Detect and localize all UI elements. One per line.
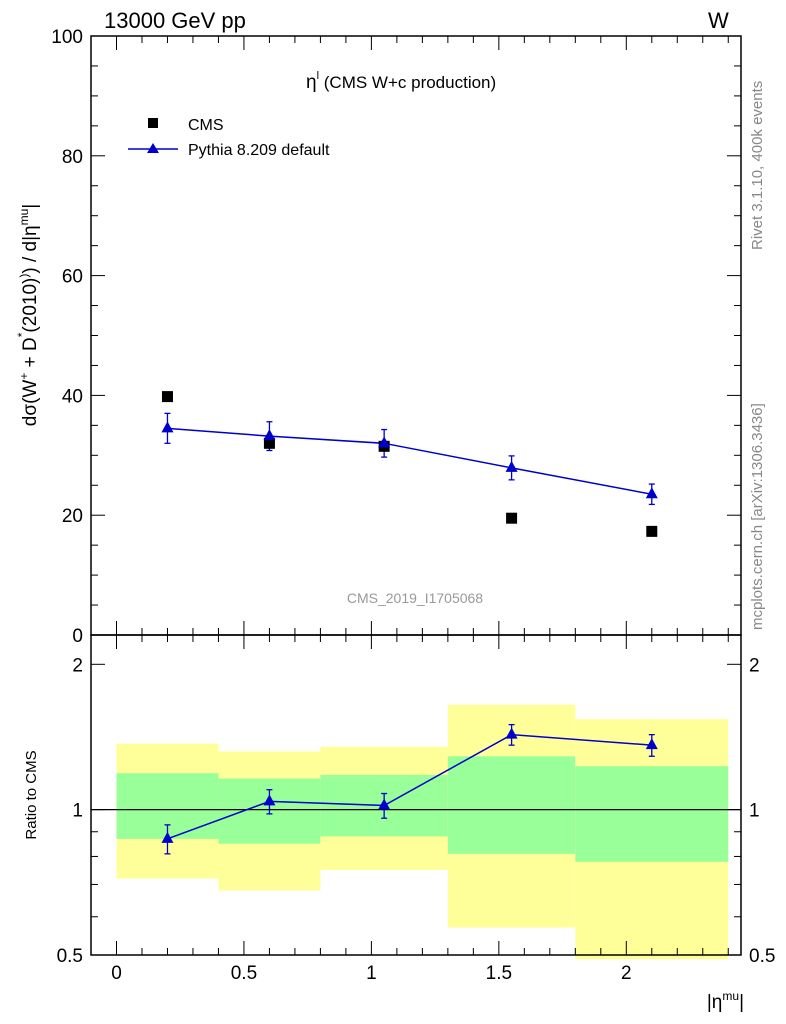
ratio-mc-point [161,831,174,843]
x-tick-label: 1.5 [486,963,512,984]
main-y-tick-label: 20 [62,506,83,527]
y-axis-label: dσ(W+ + D*(2010))) / d|ηmu| [15,204,41,426]
plot-title-main: η [306,72,317,93]
main-y-tick-label: 80 [62,147,83,168]
ratio-y-tick-label: 1 [72,801,83,822]
ratio-mc-point [645,738,658,750]
ratio-frame [90,634,742,956]
process-label: W [708,8,729,33]
ratio-y-tick-label-right: 0.5 [749,946,775,967]
mc-data-point [505,460,518,472]
ratio-y-tick-label: 2 [72,655,83,676]
ratio-y-tick-label: 0.5 [57,946,83,967]
rivet-label: Rivet 3.1.10, 400k events [749,81,766,250]
ratio-mc-point [378,798,391,810]
cms-data-point [161,391,173,403]
ratio-band-inner [447,756,576,854]
y-axis-label-plus: + [17,373,31,380]
legend-cms-label: CMS [188,117,224,134]
ratio-y-tick-label-right: 2 [749,655,760,676]
mc-series-line [167,427,652,495]
ratio-mc-point [263,794,276,806]
ratio-band-inner [575,766,729,862]
mc-data-point [645,487,658,499]
main-y-tick-label: 100 [51,27,83,48]
ratio-y-tick-label-right: 1 [749,801,760,822]
plot-title-rest: (CMS W+c production) [319,73,496,92]
x-axis-label: |ηmu| [707,989,744,1013]
cms-data-point [263,437,275,449]
cms-data-point [506,512,518,524]
mcplots-label: mcplots.cern.ch [arXiv:1306.3436] [749,403,766,630]
legend-mc-label: Pythia 8.209 default [188,142,330,159]
watermark: CMS_2019_I1705068 [347,590,483,606]
main-y-tick-label: 40 [62,386,83,407]
x-tick-label: 2 [621,963,632,984]
plot-title: ηl (CMS W+c production) [306,70,496,93]
x-tick-label: 1 [366,963,377,984]
x-tick-label: 0 [111,963,122,984]
y-axis-label-star: * [15,332,29,337]
plot-title-sup: l [317,70,319,82]
ratio-axis-label: Ratio to CMS [23,750,40,839]
x-tick-label: 0.5 [231,963,257,984]
mc-data-point [263,429,276,441]
cms-data-point [646,525,658,537]
main-y-tick-label-zero: 0 [72,626,83,647]
ratio-mc-point [505,727,518,739]
energy-label: 13000 GeV pp [104,8,246,33]
main-y-tick-label: 60 [62,267,83,288]
mc-data-point [378,436,391,448]
legend-cms-marker [148,118,158,128]
mc-data-point [161,421,174,433]
legend-mc-marker [147,143,159,153]
